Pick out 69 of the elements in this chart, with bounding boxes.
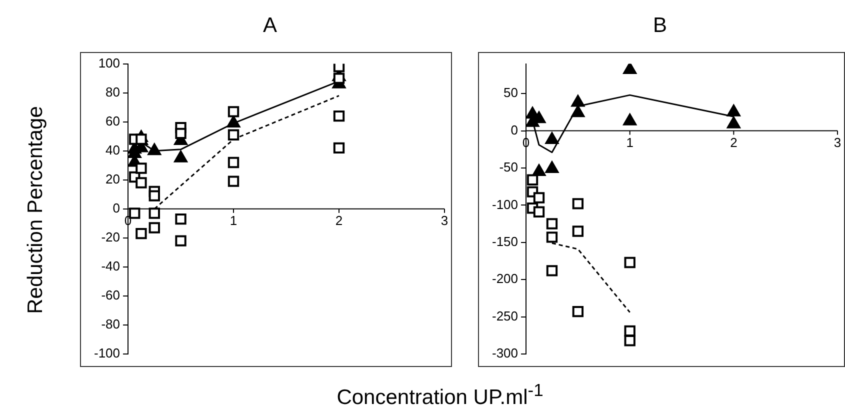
point <box>533 206 545 218</box>
point <box>624 335 636 346</box>
point <box>136 228 147 240</box>
point <box>572 198 584 210</box>
point <box>727 116 740 128</box>
point <box>148 190 160 202</box>
point <box>136 177 147 188</box>
point <box>175 213 186 225</box>
x-tick-label: 1 <box>626 134 634 150</box>
point <box>175 235 186 246</box>
chart-title: B <box>652 14 668 38</box>
chart-title: A <box>262 14 278 38</box>
y-tick-label: 20 <box>106 171 120 186</box>
point <box>148 222 160 234</box>
x-axis-title: Concentration UP.ml$^{-1}$ <box>336 380 544 410</box>
y-tick-label: 50 <box>504 85 518 100</box>
y-tick-label: 0 <box>510 122 518 138</box>
y-tick-label: 100 <box>98 55 120 70</box>
y-tick-label: -100 <box>492 196 518 212</box>
y-tick-label: -150 <box>492 234 518 249</box>
point <box>136 162 147 174</box>
point <box>571 94 585 107</box>
y-tick-label: 40 <box>106 142 120 158</box>
point <box>545 132 559 144</box>
point <box>533 192 545 204</box>
point <box>572 306 584 318</box>
point <box>129 208 140 219</box>
y-tick-label: 60 <box>106 113 120 128</box>
point <box>148 143 162 156</box>
y-tick-label: -60 <box>101 288 120 303</box>
point <box>624 256 636 268</box>
point <box>175 128 186 140</box>
point <box>228 176 240 187</box>
point <box>148 208 160 219</box>
y-tick-label: 0 <box>112 200 120 216</box>
point <box>333 110 345 122</box>
y-tick-label: -50 <box>499 160 518 175</box>
point <box>174 150 188 162</box>
point <box>526 174 538 186</box>
point <box>727 104 740 116</box>
point <box>333 142 345 154</box>
y-tick-label: -200 <box>492 271 518 286</box>
point <box>546 265 558 276</box>
y-tick-label: -100 <box>94 346 120 361</box>
point <box>532 164 546 176</box>
point <box>226 116 240 128</box>
x-tick-label: 3 <box>440 212 448 228</box>
point <box>623 114 636 126</box>
y-tick-label: -20 <box>101 230 120 244</box>
y-tick-label: -80 <box>101 316 120 332</box>
point <box>546 218 558 230</box>
point <box>546 232 558 243</box>
y-tick-label: -40 <box>101 258 120 274</box>
point <box>545 161 559 173</box>
point <box>571 105 585 118</box>
y-tick-label: -250 <box>492 308 518 324</box>
point <box>623 64 636 74</box>
x-tick-label: 3 <box>834 134 842 150</box>
x-tick-label: 1 <box>230 212 238 228</box>
x-tick-label: 2 <box>730 134 738 150</box>
point <box>228 129 240 140</box>
point <box>333 72 345 84</box>
y-tick-label: -300 <box>492 346 518 361</box>
point <box>228 156 240 168</box>
y-tick-label: 80 <box>106 84 120 100</box>
y-axis-title: Reduction Percentage <box>24 106 48 314</box>
point <box>228 106 240 118</box>
x-tick-label: 2 <box>335 212 343 228</box>
point <box>572 226 584 237</box>
